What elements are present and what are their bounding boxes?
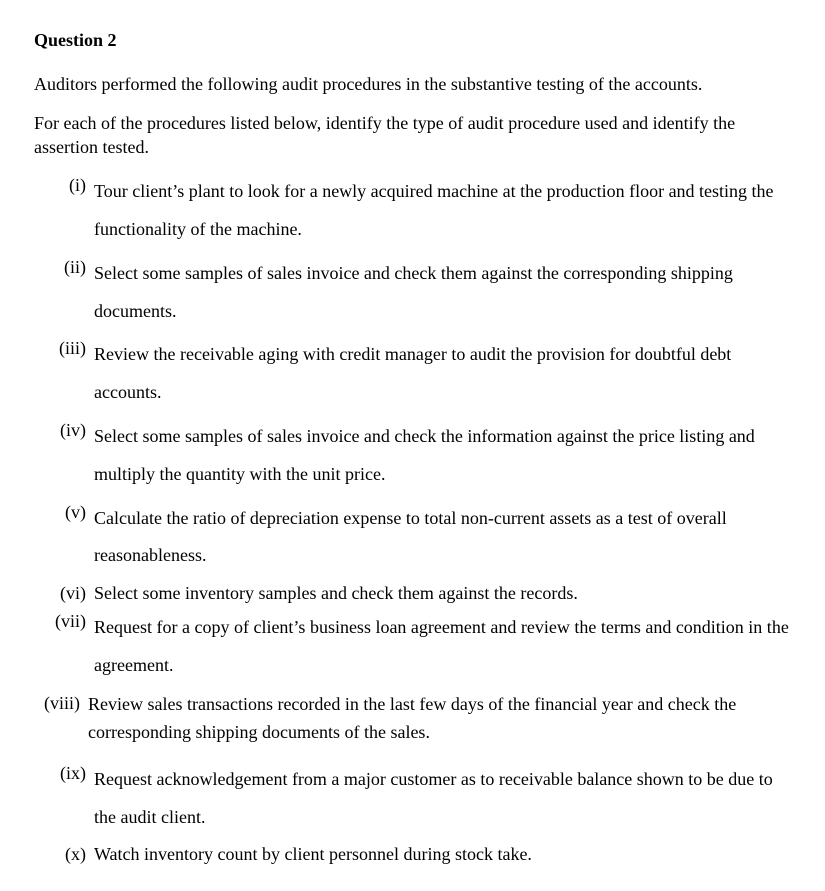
item-text: Request acknowledgement from a major cus… [94, 761, 791, 837]
question-title: Question 2 [34, 28, 791, 52]
item-marker: (i) [34, 173, 94, 197]
item-text: Request for a copy of client’s business … [94, 609, 791, 685]
list-item: (i) Tour client’s plant to look for a ne… [34, 173, 791, 249]
item-marker: (ix) [34, 761, 94, 785]
item-marker: (iii) [34, 336, 94, 360]
item-text: Calculate the ratio of depreciation expe… [94, 500, 791, 576]
item-marker: (iv) [34, 418, 94, 442]
item-marker: (x) [34, 842, 94, 866]
list-item: (iii) Review the receivable aging with c… [34, 336, 791, 412]
item-marker: (vi) [34, 581, 94, 605]
list-item: (ii) Select some samples of sales invoic… [34, 255, 791, 331]
item-marker: (viii) [34, 691, 88, 715]
intro-paragraph-2: For each of the procedures listed below,… [34, 111, 791, 160]
item-text: Select some samples of sales invoice and… [94, 418, 791, 494]
item-marker: (v) [34, 500, 94, 524]
document-page: Question 2 Auditors performed the follow… [0, 0, 825, 891]
intro-paragraph-1: Auditors performed the following audit p… [34, 72, 791, 96]
list-item: (ix) Request acknowledgement from a majo… [34, 761, 791, 837]
list-item: (vii) Request for a copy of client’s bus… [34, 609, 791, 685]
item-text: Watch inventory count by client personne… [94, 842, 791, 866]
item-text: Select some inventory samples and check … [94, 581, 791, 605]
item-marker: (ii) [34, 255, 94, 279]
list-item: (v) Calculate the ratio of depreciation … [34, 500, 791, 576]
list-item: (x) Watch inventory count by client pers… [34, 842, 791, 866]
item-text: Tour client’s plant to look for a newly … [94, 173, 791, 249]
list-item: (viii) Review sales transactions recorde… [34, 691, 791, 747]
procedure-list: (i) Tour client’s plant to look for a ne… [34, 173, 791, 867]
item-text: Select some samples of sales invoice and… [94, 255, 791, 331]
list-item: (vi) Select some inventory samples and c… [34, 581, 791, 605]
item-text: Review sales transactions recorded in th… [88, 691, 791, 747]
list-item: (iv) Select some samples of sales invoic… [34, 418, 791, 494]
item-marker: (vii) [34, 609, 94, 633]
item-text: Review the receivable aging with credit … [94, 336, 791, 412]
